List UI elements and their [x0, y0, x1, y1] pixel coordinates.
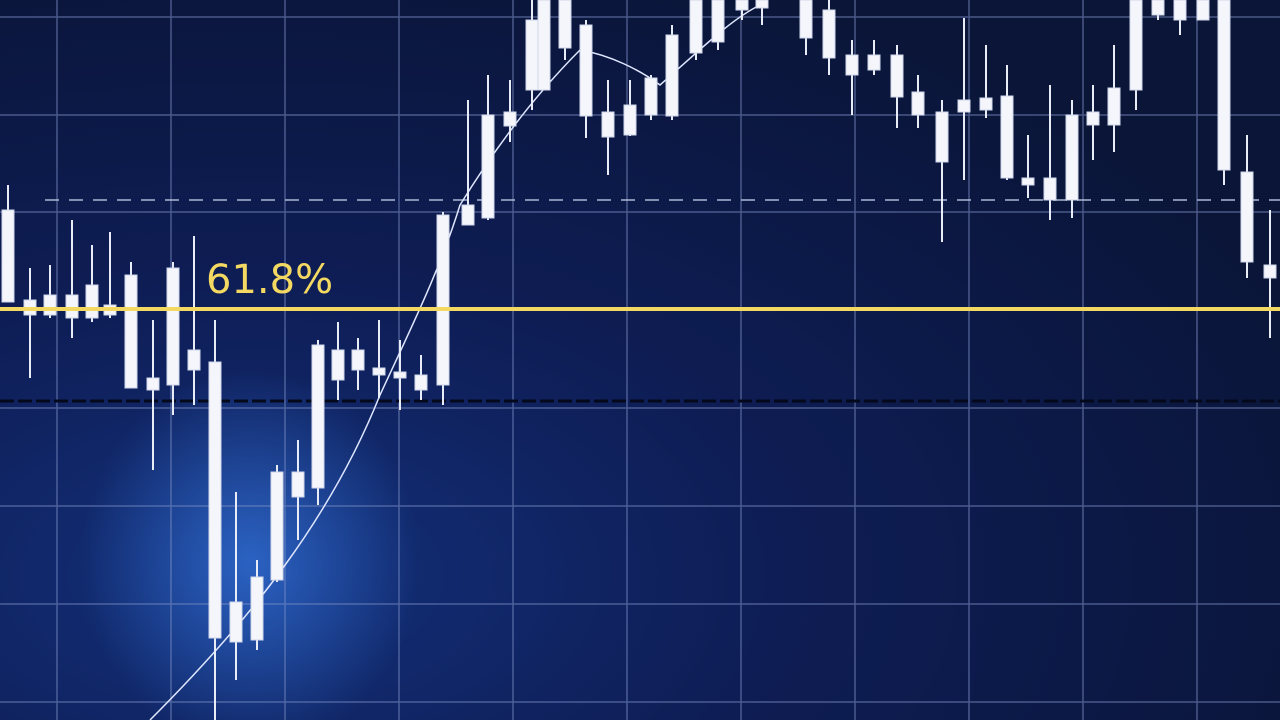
trend-curve	[149, 4, 761, 720]
fibonacci-label: 61.8%	[206, 257, 333, 303]
glow	[80, 370, 420, 720]
candle-bodies	[1, 0, 1277, 643]
